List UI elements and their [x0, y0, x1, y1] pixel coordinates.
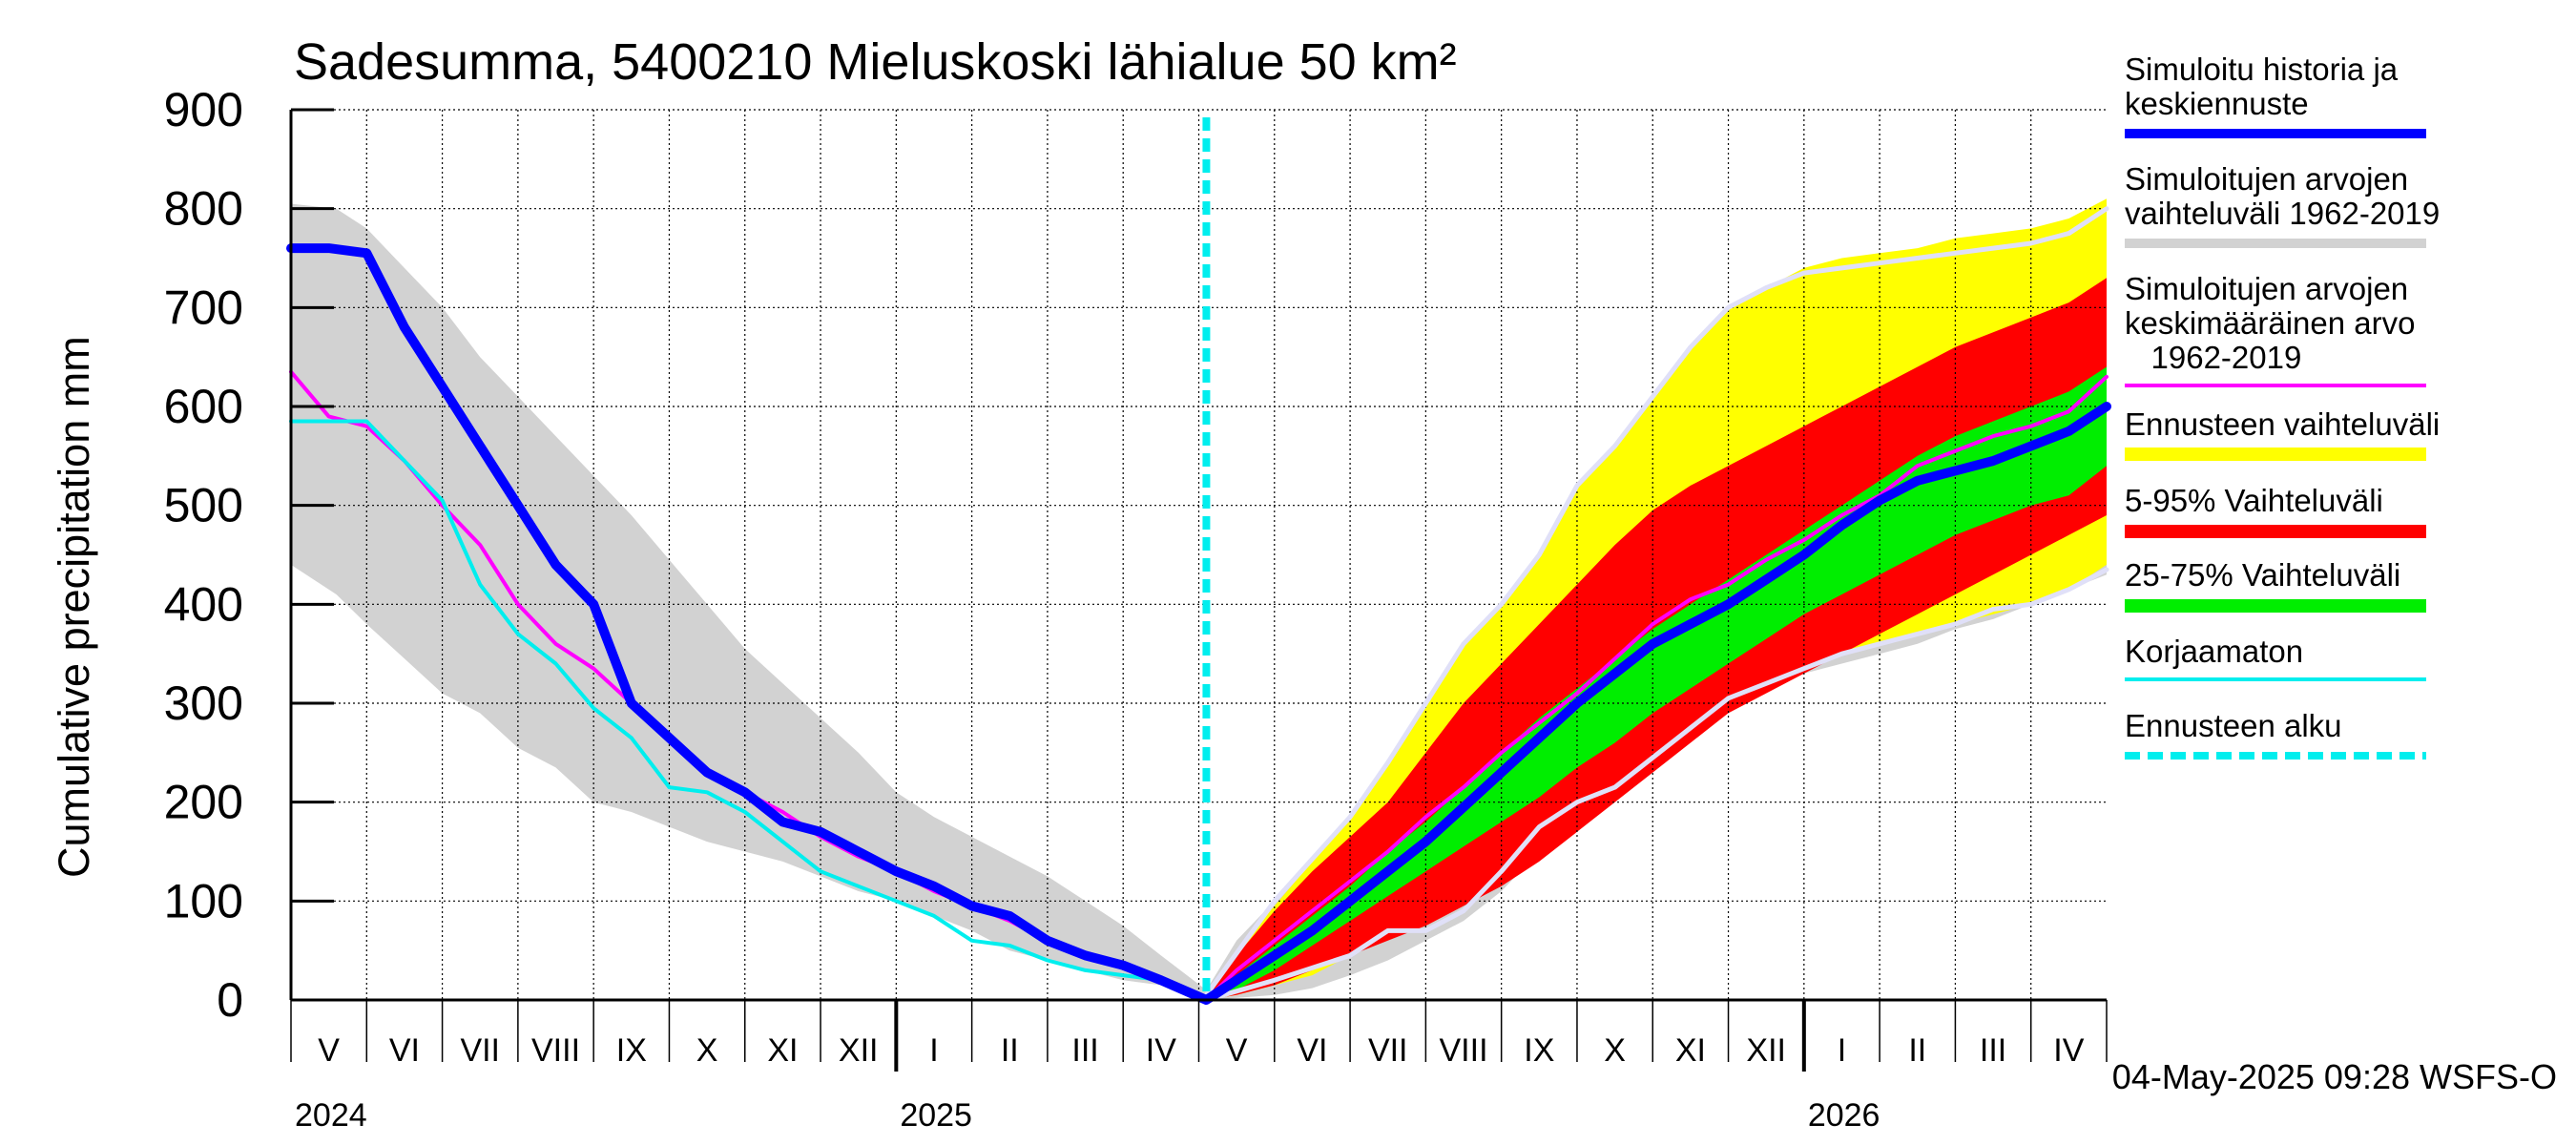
year-label: 2025 — [900, 1097, 972, 1134]
legend-item-5-95: 5-95% Vaihteluväli — [2125, 483, 2440, 538]
legend-swatch — [2125, 384, 2426, 387]
month-label: I — [1838, 1032, 1846, 1069]
y-tick-label: 0 — [217, 973, 243, 1027]
legend-swatch — [2125, 677, 2426, 681]
legend-swatch — [2125, 599, 2426, 613]
y-tick-label: 100 — [164, 874, 243, 927]
month-label: III — [1980, 1032, 2006, 1069]
month-label: X — [1604, 1032, 1626, 1069]
month-label: IV — [1146, 1032, 1176, 1069]
y-axis-label: Cumulative precipitation mm — [50, 336, 98, 878]
month-label: I — [929, 1032, 938, 1069]
legend-swatch — [2125, 448, 2426, 461]
legend-text: Simuloitu historia ja — [2125, 52, 2399, 87]
series-korjaamaton — [289, 419, 1209, 1002]
month-label: V — [1226, 1032, 1248, 1069]
month-label: XI — [767, 1032, 798, 1069]
legend-item-range: Simuloitujen arvojen vaihteluväli 1962-20… — [2125, 161, 2441, 248]
y-tick-label: 200 — [164, 776, 243, 829]
legend-swatch — [2125, 752, 2426, 760]
month-label: V — [318, 1032, 340, 1069]
legend-text: Simuloitujen arvojen — [2125, 271, 2409, 306]
month-label: II — [1908, 1032, 1926, 1069]
year-label: 2026 — [1808, 1097, 1880, 1134]
band-simuloitujen-arvojen-vaihteluv-li-1962-2019 — [291, 203, 2107, 1000]
legend-item-forecast-start: Ennusteen alku — [2125, 708, 2440, 760]
legend-text: 25-75% Vaihteluväli — [2125, 557, 2401, 593]
month-label: VI — [389, 1032, 420, 1069]
legend-text: 5-95% Vaihteluväli — [2125, 483, 2383, 518]
y-tick-label: 400 — [164, 577, 243, 631]
month-label: XI — [1675, 1032, 1706, 1069]
month-label: X — [696, 1032, 718, 1069]
legend-item-uncorrected: Korjaamaton — [2125, 634, 2440, 681]
month-label: VIII — [531, 1032, 580, 1069]
legend-text: Simuloitujen arvojen — [2125, 161, 2409, 197]
month-label: VII — [1368, 1032, 1408, 1069]
legend-text: keskimääräinen arvo — [2125, 305, 2416, 341]
month-label: IX — [616, 1032, 647, 1069]
y-tick-label: 500 — [164, 479, 243, 532]
y-tick-label: 900 — [164, 83, 243, 136]
month-label: VII — [460, 1032, 500, 1069]
legend-swatch — [2125, 525, 2426, 538]
legend-text: Korjaamaton — [2125, 634, 2304, 669]
legend-text: Ennusteen alku — [2125, 708, 2342, 743]
y-tick-label: 800 — [164, 182, 243, 236]
month-label: III — [1071, 1032, 1098, 1069]
month-label: XII — [1746, 1032, 1786, 1069]
legend-text: 1962-2019 — [2125, 340, 2302, 375]
y-tick-label: 600 — [164, 380, 243, 433]
legend-text: Ennusteen vaihteluväli — [2125, 406, 2441, 442]
legend-text: vaihteluväli 1962-2019 — [2125, 196, 2441, 231]
legend-item-25-75: 25-75% Vaihteluväli — [2125, 557, 2440, 613]
legend-swatch — [2125, 129, 2426, 138]
month-label: II — [1001, 1032, 1019, 1069]
month-label: VIII — [1440, 1032, 1488, 1069]
month-label: IX — [1524, 1032, 1554, 1069]
year-label: 2024 — [295, 1097, 367, 1134]
legend-text: keskiennuste — [2125, 86, 2309, 121]
legend-swatch — [2125, 239, 2426, 248]
y-tick-label: 300 — [164, 677, 243, 730]
legend-item-history: Simuloitu historia ja keskiennuste — [2125, 52, 2440, 138]
legend-item-forecast-range: Ennusteen vaihteluväli — [2125, 406, 2441, 461]
month-label: IV — [2053, 1032, 2084, 1069]
month-label: XII — [839, 1032, 879, 1069]
chart-title: Sadesumma, 5400210 Mieluskoski lähialue … — [294, 33, 1457, 91]
y-tick-label: 700 — [164, 281, 243, 334]
legend-item-mean: Simuloitujen arvojen keskimääräinen arvo … — [2125, 271, 2440, 387]
series-simuloitujen-arvojen-vaihteluv-li-1962-2019-upper-edge- — [1203, 206, 2109, 998]
month-label: VI — [1297, 1032, 1327, 1069]
series-simuloitujen-arvojen-vaihteluv-li-1962-2019-lower-edge- — [1203, 567, 2109, 1003]
timestamp-footer: 04-May-2025 09:28 WSFS-O — [2111, 1057, 2557, 1096]
